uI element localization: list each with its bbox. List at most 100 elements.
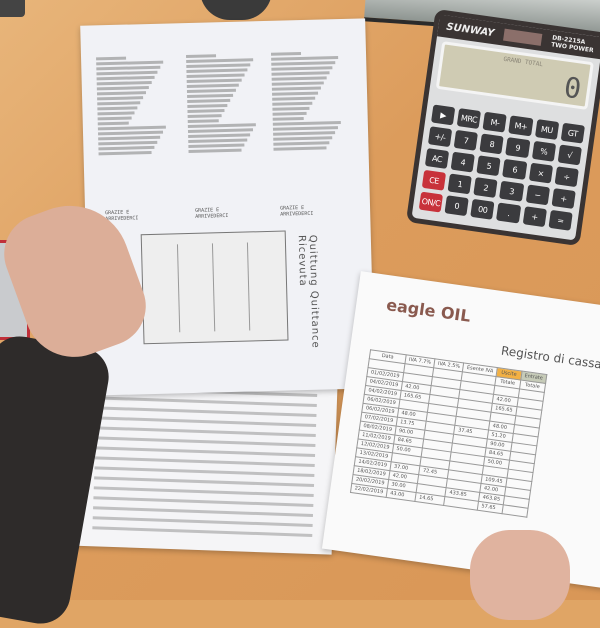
receipt-line [271,81,324,86]
calculator-key[interactable]: 6 [502,158,528,180]
form-line [246,242,251,331]
solar-panel [503,28,543,46]
calculator-key[interactable]: ON/C [418,191,444,213]
receipt-line [271,76,327,81]
receipt-line [98,145,155,151]
calculator-key[interactable]: CE [421,169,447,191]
calculator-key[interactable]: ÷ [554,166,579,188]
list-row [94,456,315,468]
receipt-line [96,75,155,81]
calculator-key[interactable]: +/- [427,126,453,148]
calculator-key[interactable]: = [548,209,573,231]
receipt-line [271,56,339,61]
calculator-key[interactable]: × [528,162,553,184]
receipt-column [186,51,259,155]
calculator-key[interactable]: 9 [505,137,531,159]
receipt-line [273,136,333,141]
calculator-key[interactable]: ▶ [430,104,456,126]
calculator-brand: SUNWAY [445,21,495,39]
receipt-line [97,121,129,126]
list-row [94,476,315,487]
calculator-key[interactable]: 2 [473,177,499,199]
display-value: 0 [562,70,584,106]
receipt-line [98,135,161,141]
display-label: GRAND TOTAL [502,55,544,69]
receipt-form [140,230,289,345]
footer-line: ARRIVEDERCI [195,212,229,220]
receipt-line [272,91,319,96]
calculator-key[interactable]: AC [424,148,450,169]
receipt-line [187,123,256,129]
computer-mouse [200,0,272,20]
form-title: Quittung Quittance Ricevuta [295,234,321,349]
receipt-footer: GRAZIE E ARRIVEDERCI [280,205,313,218]
receipt-line [186,83,239,89]
list-row [96,416,317,428]
calculator-key[interactable]: 4 [450,151,476,173]
receipt-column [270,49,344,153]
receipt-line [186,54,217,59]
calculator-key[interactable]: 8 [479,133,505,155]
receipt-line [187,114,222,119]
calculator-model: DB-2215A TWO POWER [551,34,595,54]
receipt-line [188,133,251,139]
receipt-line [272,111,307,116]
receipt-line [188,138,248,144]
list-row [96,396,317,408]
calculator-key[interactable]: MRC [456,108,482,130]
receipt-line [98,150,152,156]
list-row [92,526,313,537]
receipt-line [96,65,161,71]
list-row [96,406,317,418]
receipt-line [97,111,135,116]
receipt-line [187,93,234,99]
receipt-line [186,68,248,74]
receipt-line [187,119,219,124]
calculator-key[interactable]: 0 [444,195,470,217]
receipt-line [188,148,242,154]
calculator: SUNWAY DB-2215A TWO POWER GRAND TOTAL 0 ▶… [405,8,600,247]
receipt-line [96,70,158,76]
receipt-line [271,61,336,66]
list-row [93,496,314,507]
calculator-keypad: ▶ MRC M- M+ MU GT +/- 7 8 9% √ AC 4 5 6 × ÷ CE 1 2 3− + ON/C 0 0… [418,104,585,231]
calculator-key[interactable]: . [496,202,521,224]
receipt-line [186,78,242,84]
form-line [211,243,216,332]
receipt-column [96,54,169,158]
receipt-line [97,106,138,111]
list-row [95,446,316,458]
receipt-line [272,106,310,111]
receipt-line [186,58,254,64]
calculator-key[interactable]: + [551,188,576,209]
receipt-line [271,71,330,76]
calculator-key[interactable]: % [531,140,557,162]
calculator-key[interactable]: 00 [470,198,495,220]
calculator-key[interactable]: M- [482,111,508,133]
receipt-line [96,91,147,96]
receipt-line [96,60,164,66]
receipt-line [272,126,338,131]
calculator-key[interactable]: 1 [447,173,473,195]
calculator-key[interactable]: MU [534,119,560,140]
calculator-key[interactable]: M+ [508,115,534,137]
receipt-line [97,101,141,106]
receipt-line [98,130,164,136]
receipt-line [272,101,313,106]
calculator-key[interactable]: GT [560,122,585,144]
receipt-line [272,96,316,101]
receipt-line [187,103,228,109]
receipt-line [96,56,127,61]
calculator-key[interactable]: 5 [476,155,502,177]
eagle-oil-logo: eagle OIL [385,295,472,326]
calculator-key[interactable]: √ [557,144,582,166]
receipt-line [273,141,330,146]
calculator-key[interactable]: + [522,206,547,228]
list-row [94,466,315,478]
calculator-key[interactable]: 7 [453,129,479,151]
calculator-key[interactable]: − [525,184,550,206]
calculator-key[interactable]: 3 [499,180,524,202]
receipt-line [186,73,245,79]
receipt-line [272,116,304,121]
receipt-line [273,131,336,136]
